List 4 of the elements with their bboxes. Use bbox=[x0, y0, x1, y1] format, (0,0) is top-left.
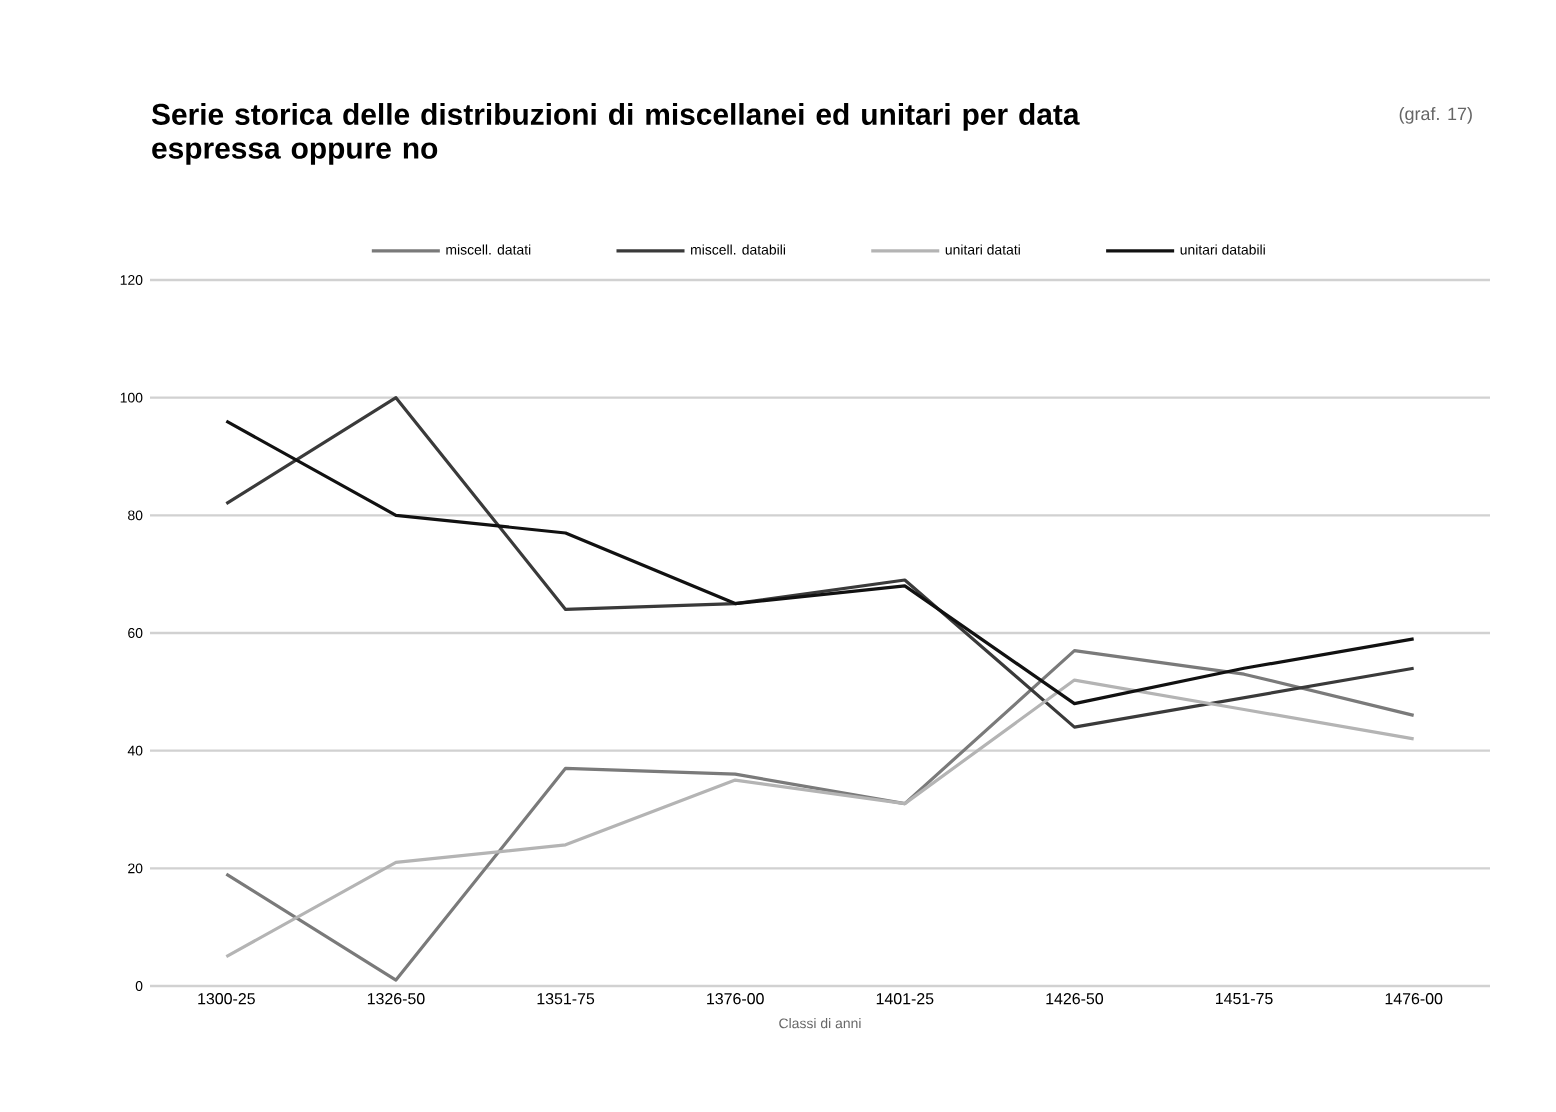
line-series bbox=[224, 678, 1416, 959]
line-series bbox=[224, 649, 1416, 982]
text: (graf. 17) bbox=[1399, 107, 1472, 124]
chart-title: Serie storica delle distribuzioni di miscellanei ed unitari per data espressa oppure no bbox=[151, 103, 1080, 165]
